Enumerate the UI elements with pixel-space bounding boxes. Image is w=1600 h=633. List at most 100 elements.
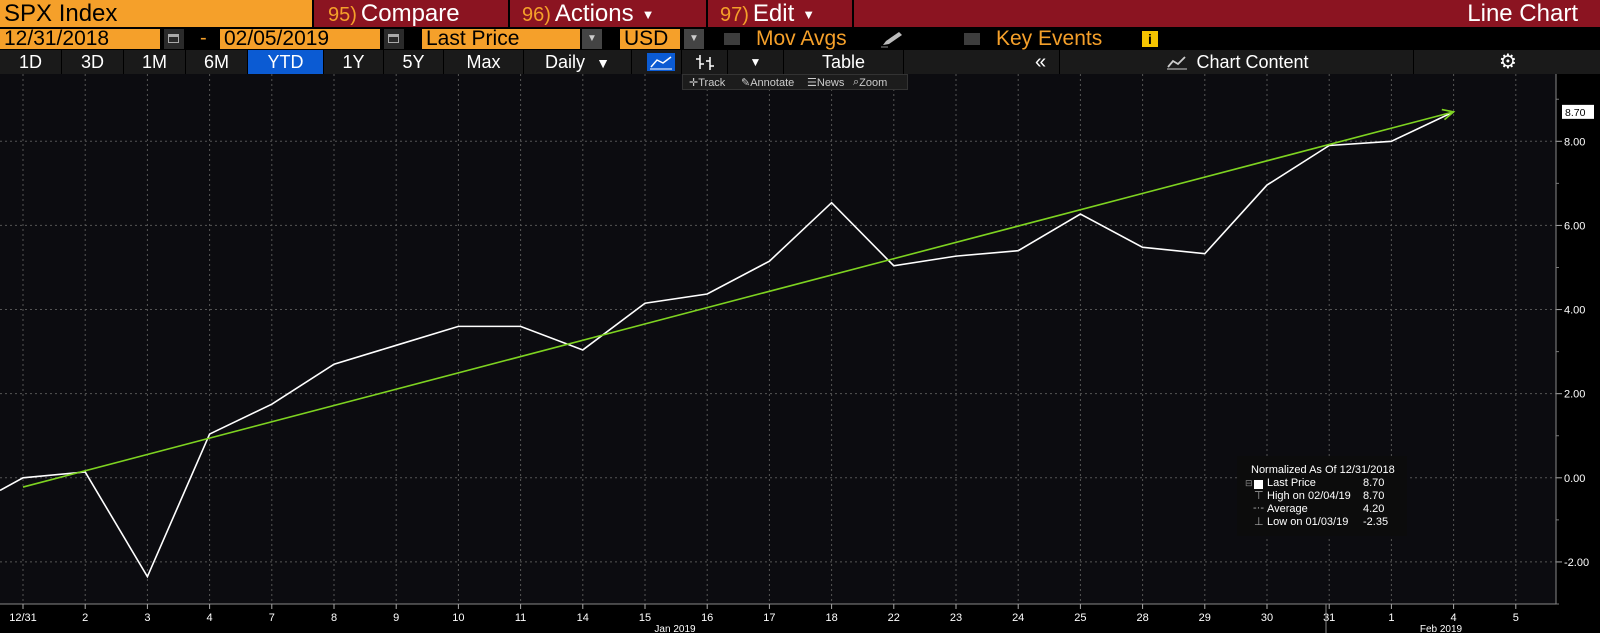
x-tick-label: 3: [144, 612, 150, 624]
edit-menu[interactable]: 97) Edit ▼: [706, 0, 854, 27]
compare-menu-number: 95): [328, 4, 357, 26]
chart-type-title: Line Chart: [1467, 0, 1578, 27]
last-value-label: 8.70: [1562, 104, 1594, 119]
title-bar: SPX Index 95) Compare 96) Actions ▼ 97) Edit…: [0, 0, 1600, 27]
period-1m[interactable]: 1M: [124, 50, 186, 74]
low-marker-icon: ⊥: [1254, 516, 1264, 528]
x-month-label: Feb 2019: [1420, 624, 1463, 633]
mov-avgs-checkbox[interactable]: [724, 33, 740, 45]
x-tick-label: 9: [393, 612, 399, 624]
average-marker-icon: -·-: [1253, 502, 1264, 514]
zoom-button[interactable]: ⌕ Zoom: [853, 76, 888, 89]
bar-chart-mode-button[interactable]: [682, 50, 728, 74]
x-tick-label: 18: [825, 612, 837, 624]
compare-menu[interactable]: 95) Compare: [312, 0, 508, 27]
x-tick-label: 14: [577, 612, 589, 624]
chevron-down-icon[interactable]: ▼: [684, 29, 704, 49]
date-controls: 12/31/2018 - 02/05/2019 Last Price ▼ USD…: [0, 27, 1600, 50]
info-icon[interactable]: i: [1142, 31, 1158, 47]
x-tick-label: 28: [1136, 612, 1148, 624]
key-events-checkbox[interactable]: [964, 33, 980, 45]
key-events-label[interactable]: Key Events: [996, 27, 1103, 50]
table-button[interactable]: Table: [784, 50, 904, 74]
line-chart[interactable]: 8.006.004.002.000.00-2.00 12/31 2 3 4 7 8 9 10 1…: [0, 74, 1600, 633]
trend-line-segment: [22, 111, 1454, 488]
period-ytd[interactable]: YTD: [248, 50, 324, 74]
date-range-dash: -: [200, 27, 207, 49]
x-tick-label: 12/31: [9, 612, 37, 624]
y-tick-label: 2.00: [1564, 389, 1585, 401]
period-3d[interactable]: 3D: [62, 50, 124, 74]
chart-style-dropdown[interactable]: ▼: [728, 50, 784, 74]
y-tick-label: -2.00: [1564, 557, 1589, 569]
x-tick-label: 2: [82, 612, 88, 624]
end-date-field[interactable]: 02/05/2019: [220, 28, 380, 49]
x-tick-label: 1: [1388, 612, 1394, 624]
legend-label-high: High on 02/04/19: [1267, 490, 1351, 502]
frequency-label: Daily: [545, 52, 586, 72]
ticker-field[interactable]: SPX Index: [0, 0, 312, 27]
chart-content-icon: [1167, 56, 1188, 70]
x-month-label: Jan 2019: [654, 624, 696, 633]
collapse-legend-icon[interactable]: ⊟: [1245, 478, 1253, 488]
legend-value-high: 8.70: [1363, 490, 1385, 502]
x-tick-label: 31: [1323, 612, 1335, 624]
chevron-down-icon: ▼: [802, 7, 816, 23]
high-marker-icon: ⊤: [1254, 490, 1264, 502]
x-tick-label: 25: [1074, 612, 1086, 624]
chevron-down-icon: ▼: [749, 55, 762, 69]
calendar-icon[interactable]: [164, 29, 184, 49]
period-1d[interactable]: 1D: [0, 50, 62, 74]
x-axis: 12/31 2 3 4 7 8 9 10 11 14 15 16 17 18 22 23 24 25 28 29 30 3…: [0, 603, 1556, 633]
compare-menu-label: Compare: [360, 0, 460, 27]
currency-select[interactable]: USD: [620, 28, 680, 49]
x-tick-label: 29: [1199, 612, 1211, 624]
legend-title: Normalized As Of 12/31/2018: [1251, 464, 1395, 476]
gear-icon[interactable]: ⚙: [1416, 50, 1600, 74]
x-tick-label: 5: [1513, 612, 1519, 624]
actions-menu-number: 96): [522, 4, 551, 26]
news-button[interactable]: ☰ News: [807, 77, 845, 89]
track-button[interactable]: ✛ Track: [689, 77, 726, 89]
chart-legend[interactable]: Normalized As Of 12/31/2018 ⊟ Last Price…: [1237, 456, 1407, 536]
chart-content-label: Chart Content: [1196, 52, 1309, 72]
period-max[interactable]: Max: [444, 50, 524, 74]
track-label: Track: [698, 77, 726, 89]
calendar-icon[interactable]: [384, 29, 404, 49]
edit-menu-label: Edit: [752, 0, 795, 27]
x-tick-label: 7: [269, 612, 275, 624]
period-6m[interactable]: 6M: [186, 50, 248, 74]
legend-label-last-price: Last Price: [1267, 477, 1316, 489]
y-axis: 8.00 6.00 4.00 2.00 0.00 -2.00: [1555, 74, 1589, 605]
period-1y[interactable]: 1Y: [324, 50, 384, 74]
track-toolbar: ✛ Track ✎ Annotate ☰ News ⌕ Zoom: [682, 74, 908, 90]
chevron-down-icon: ▼: [596, 55, 610, 71]
pencil-icon[interactable]: [880, 30, 906, 48]
frequency-select[interactable]: Daily ▼: [524, 50, 632, 74]
y-tick-label: 8.00: [1564, 136, 1585, 148]
chart-content-button[interactable]: Chart Content: [1062, 50, 1414, 74]
annotate-button[interactable]: ✎ Annotate: [741, 77, 795, 89]
collapse-icon[interactable]: «: [1022, 50, 1060, 74]
last-value-text: 8.70: [1565, 107, 1586, 119]
mov-avgs-label[interactable]: Mov Avgs: [756, 27, 847, 50]
chevron-down-icon[interactable]: ▼: [582, 29, 602, 49]
x-tick-label: 16: [701, 612, 713, 624]
x-tick-label: 17: [763, 612, 775, 624]
zoom-label: Zoom: [859, 77, 888, 89]
annotate-label: Annotate: [750, 77, 795, 89]
x-tick-label: 24: [1012, 612, 1024, 624]
trend-line[interactable]: [22, 108, 1456, 488]
price-field-select[interactable]: Last Price: [422, 28, 580, 49]
x-tick-label: 15: [639, 612, 651, 624]
period-5y[interactable]: 5Y: [384, 50, 444, 74]
actions-menu[interactable]: 96) Actions ▼: [508, 0, 706, 27]
news-label: News: [816, 77, 845, 89]
x-tick-label: 11: [515, 612, 526, 624]
start-date-field[interactable]: 12/31/2018: [0, 28, 160, 49]
x-tick-label: 10: [452, 612, 464, 624]
line-chart-mode-button[interactable]: [640, 50, 682, 74]
legend-label-low: Low on 01/03/19: [1267, 516, 1349, 528]
x-tick-label: 30: [1261, 612, 1273, 624]
legend-value-last-price: 8.70: [1363, 477, 1385, 489]
